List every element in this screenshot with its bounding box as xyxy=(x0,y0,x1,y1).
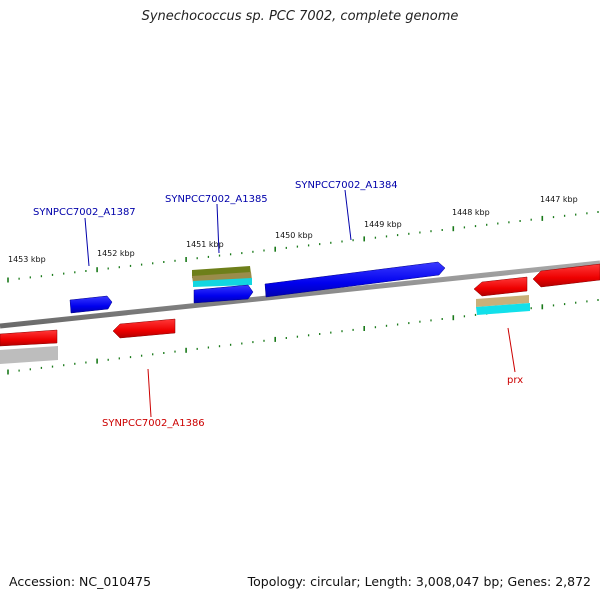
gene-label-prx[interactable]: prx xyxy=(507,375,523,386)
gene-synpcc7002-a1386[interactable] xyxy=(112,318,176,339)
accession-text: Accession: NC_010475 xyxy=(9,574,152,589)
kbp-label: 1453 kbp xyxy=(8,255,46,264)
gene-label-a1384[interactable]: SYNPCC7002_A1384 xyxy=(295,180,398,191)
gene-prx[interactable] xyxy=(473,276,530,315)
gene-red-right[interactable] xyxy=(532,263,600,288)
kbp-label: 1452 kbp xyxy=(97,249,135,258)
gene-label-a1387[interactable]: SYNPCC7002_A1387 xyxy=(33,207,136,218)
gene-red-left[interactable] xyxy=(0,329,58,364)
kbp-label: 1449 kbp xyxy=(364,220,402,229)
leader-line xyxy=(344,189,352,241)
gene-label-a1386[interactable]: SYNPCC7002_A1386 xyxy=(102,418,205,429)
coordinate-ticks-top xyxy=(7,211,599,283)
leader-line xyxy=(507,327,516,373)
leader-line xyxy=(147,368,152,418)
genome-summary-text: Topology: circular; Length: 3,008,047 bp… xyxy=(247,574,591,589)
kbp-label: 1448 kbp xyxy=(452,208,490,217)
gene-synpcc7002-a1384[interactable] xyxy=(264,261,446,298)
genome-backbone xyxy=(0,260,600,329)
gene-synpcc7002-a1385[interactable] xyxy=(192,266,254,304)
kbp-label: 1447 kbp xyxy=(540,195,578,204)
coordinate-ticks-bottom xyxy=(7,299,599,375)
gene-synpcc7002-a1387[interactable] xyxy=(69,295,113,314)
kbp-label: 1451 kbp xyxy=(186,240,224,249)
genome-title: Synechococcus sp. PCC 7002, complete gen… xyxy=(141,9,459,24)
gene-label-a1385[interactable]: SYNPCC7002_A1385 xyxy=(165,194,268,205)
leader-line xyxy=(216,203,220,254)
kbp-label: 1450 kbp xyxy=(275,231,313,240)
leader-line xyxy=(84,217,90,267)
